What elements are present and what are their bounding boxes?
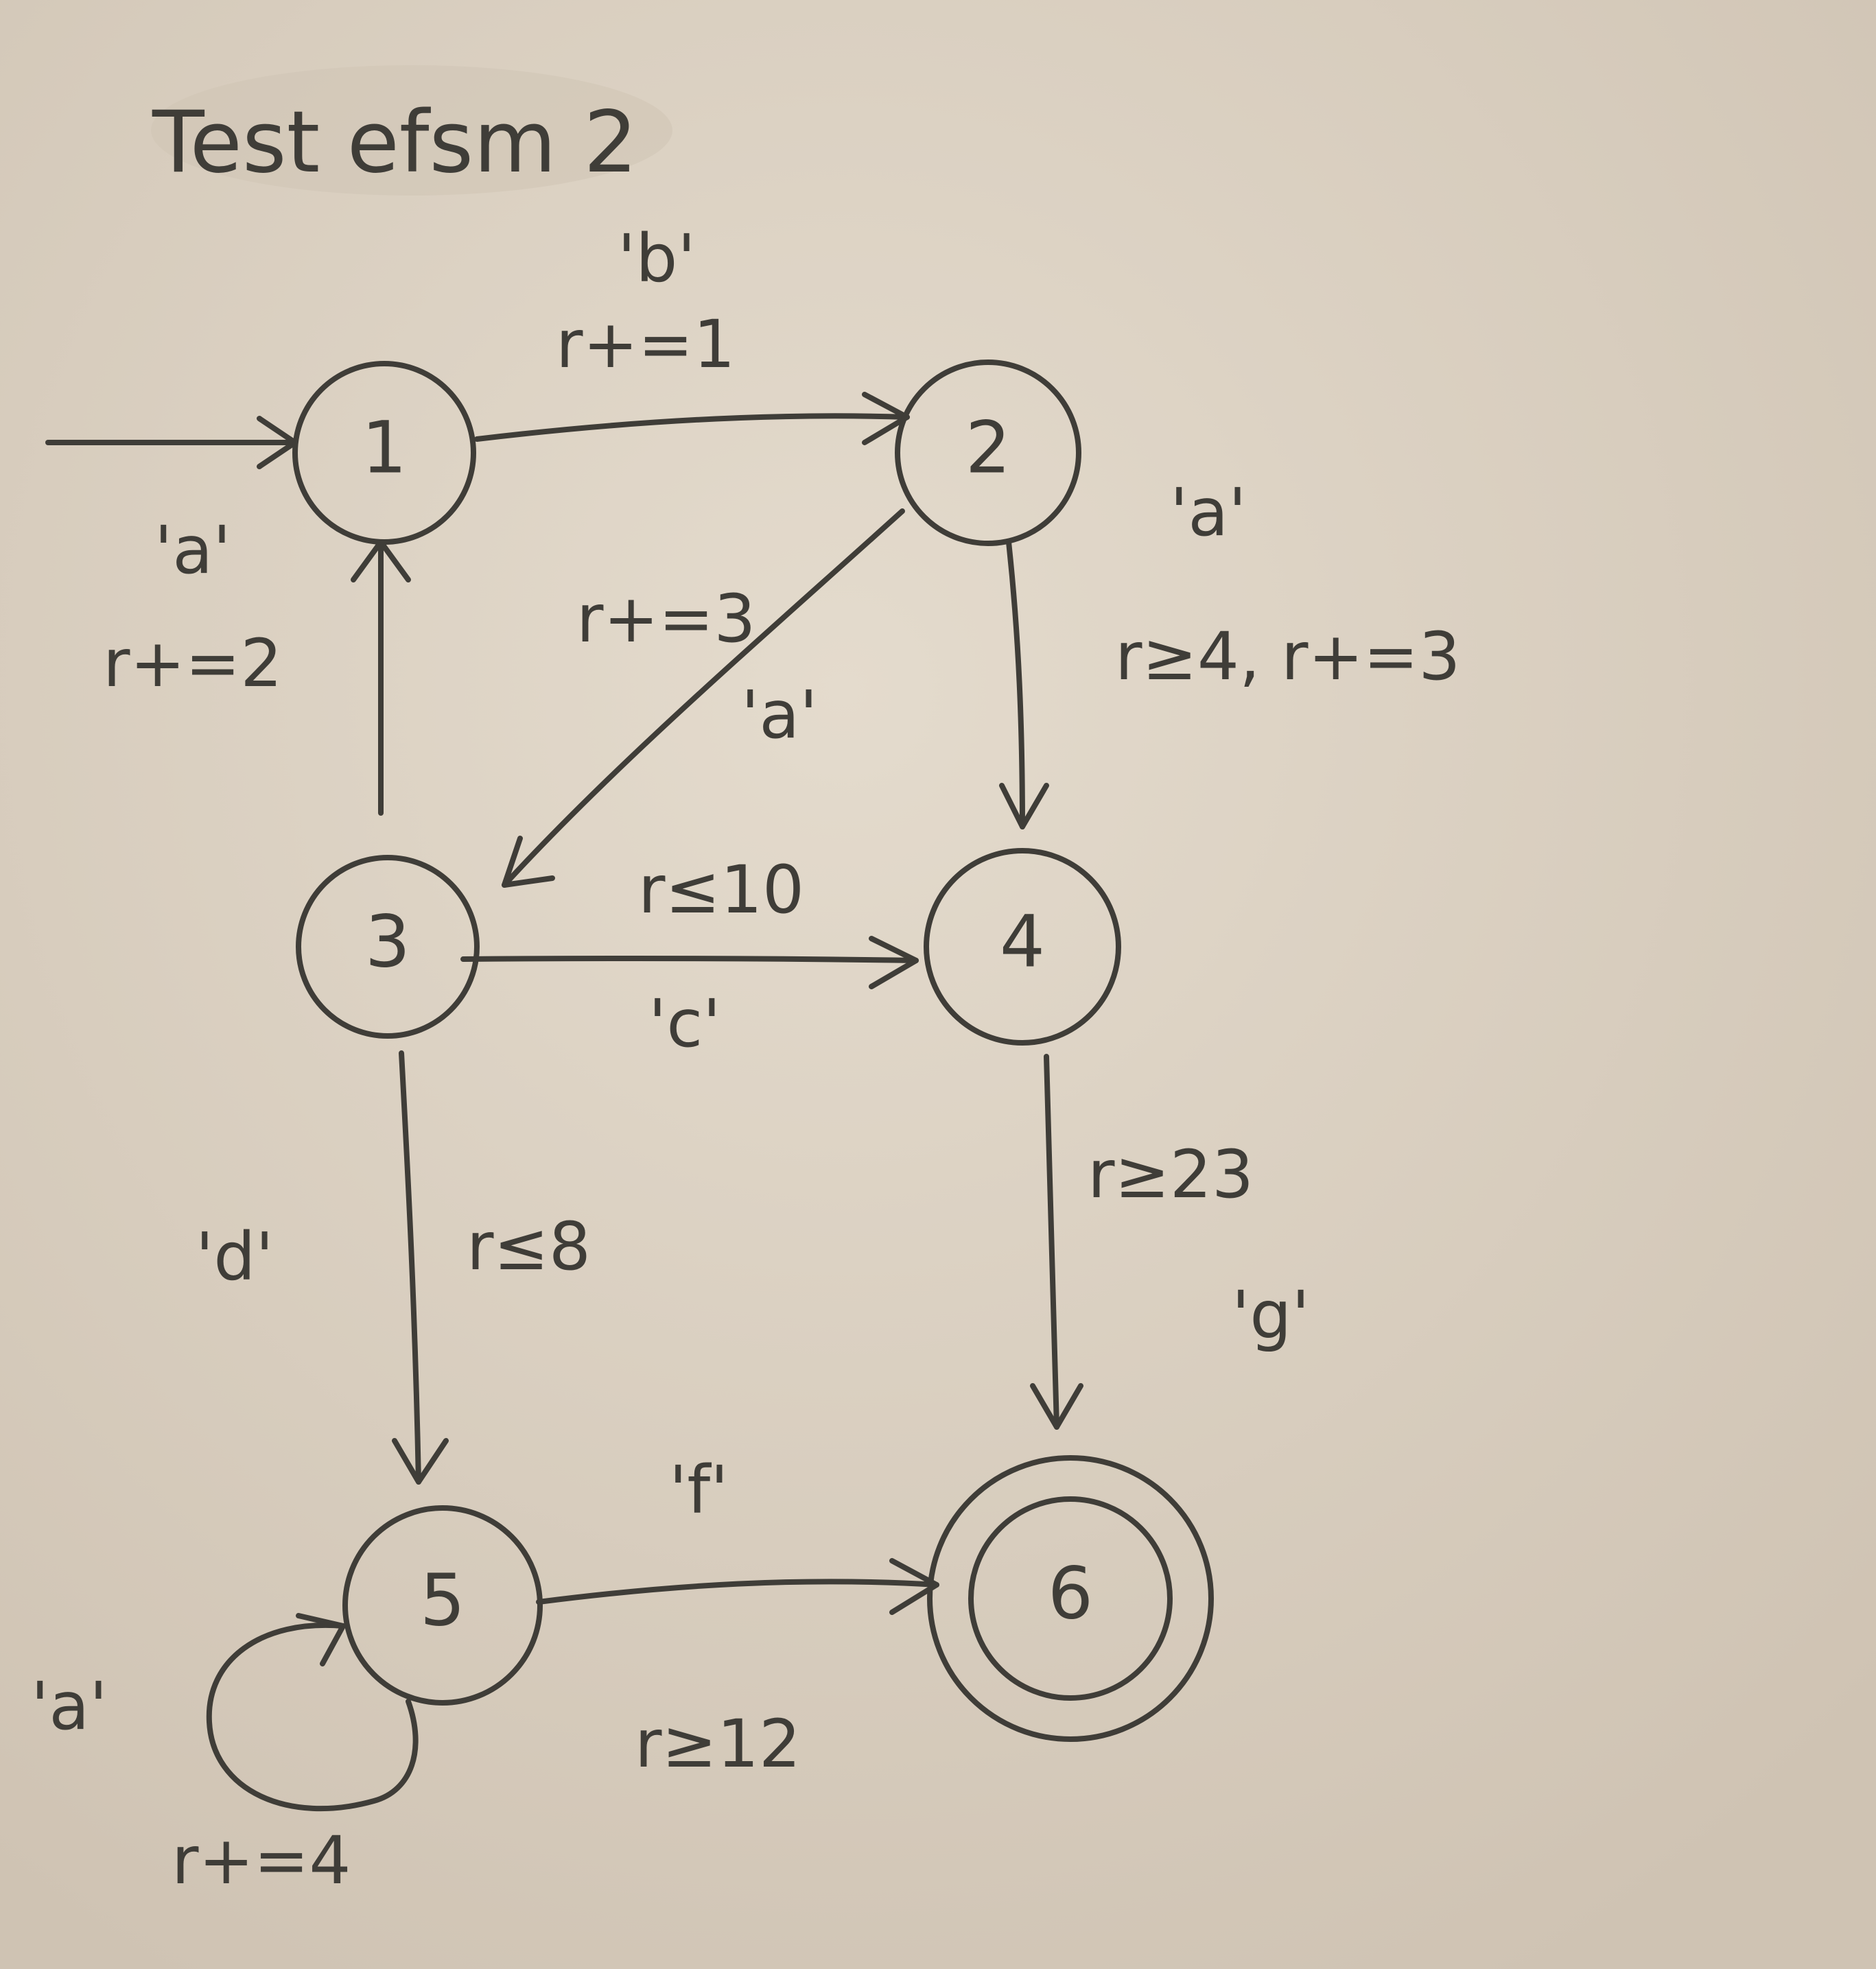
state-3-circle — [296, 855, 480, 1039]
edge-2-3-arrowhead — [502, 836, 555, 888]
state-3: 3 — [296, 855, 480, 1039]
state-6: 6 — [927, 1455, 1214, 1742]
edge-5-5-arrowhead — [296, 1613, 346, 1666]
state-4-label: 4 — [1000, 899, 1045, 983]
state-2-label: 2 — [965, 405, 1011, 489]
edge-3-4 — [460, 955, 919, 963]
edge-3-4-arrowhead — [869, 936, 919, 989]
edge-2-4-guard-update: r≥4, r+=3 — [1115, 618, 1460, 695]
state-5: 5 — [342, 1505, 543, 1706]
state-1: 1 — [292, 361, 476, 545]
edge-4-6-label: 'g' — [1232, 1277, 1310, 1354]
state-5-circle — [342, 1505, 543, 1706]
edge-5-6-label: 'f' — [669, 1452, 729, 1529]
edge-5-6 — [536, 1579, 939, 1605]
edge-5-6-arrowhead — [889, 1558, 939, 1615]
edge-1-2-guard-update: r+=1 — [556, 306, 735, 383]
edge-1-2-label: 'b' — [618, 220, 696, 297]
edge-5-5-loop — [206, 1622, 419, 1812]
state-6-inner-circle — [968, 1496, 1173, 1701]
state-6-label: 6 — [1048, 1551, 1093, 1635]
edge-5-6-guard-update: r≥12 — [635, 1706, 801, 1782]
edge-3-5-arrowhead — [392, 1438, 449, 1485]
paper-shadow — [151, 65, 672, 196]
edge-2-3 — [502, 508, 905, 888]
edge-3-5-label: 'd' — [196, 1218, 274, 1295]
edge-5-5-label: 'a' — [31, 1668, 108, 1745]
edge-2-3-guard-update: r+=3 — [576, 580, 755, 657]
state-1-label: 1 — [362, 405, 407, 489]
edge-3-1-label: 'a' — [154, 512, 231, 589]
edge-3-1-guard-update: r+=2 — [103, 625, 282, 702]
edge-2-4-arrowhead — [999, 783, 1049, 829]
state-5-label: 5 — [420, 1558, 465, 1642]
state-3-label: 3 — [365, 899, 410, 983]
edge-3-4-label: 'c' — [648, 985, 721, 1062]
state-2-circle — [895, 359, 1081, 546]
state-4-circle — [924, 848, 1121, 1046]
edge-4-6-guard-update: r≥23 — [1088, 1136, 1254, 1213]
state-1-circle — [292, 361, 476, 545]
state-6-outer-circle — [927, 1455, 1214, 1742]
edge-2-3-label: 'a' — [741, 676, 818, 753]
state-2: 2 — [895, 359, 1081, 546]
edge-3-5 — [399, 1050, 421, 1485]
edge-2-4 — [1006, 539, 1025, 829]
edge-1-2 — [474, 413, 910, 442]
edge-4-6 — [1044, 1054, 1059, 1430]
edge-5-5-guard-update: r+=4 — [172, 1822, 351, 1899]
edge-2-4-label: 'a' — [1170, 474, 1247, 551]
state-4: 4 — [924, 848, 1121, 1046]
edge-3-4-guard-update: r≤10 — [638, 851, 804, 928]
diagram-title: Test efsm 2 — [152, 93, 637, 192]
edge-4-6-arrowhead — [1030, 1383, 1083, 1430]
edge-3-5-guard-update: r≤8 — [467, 1208, 591, 1285]
